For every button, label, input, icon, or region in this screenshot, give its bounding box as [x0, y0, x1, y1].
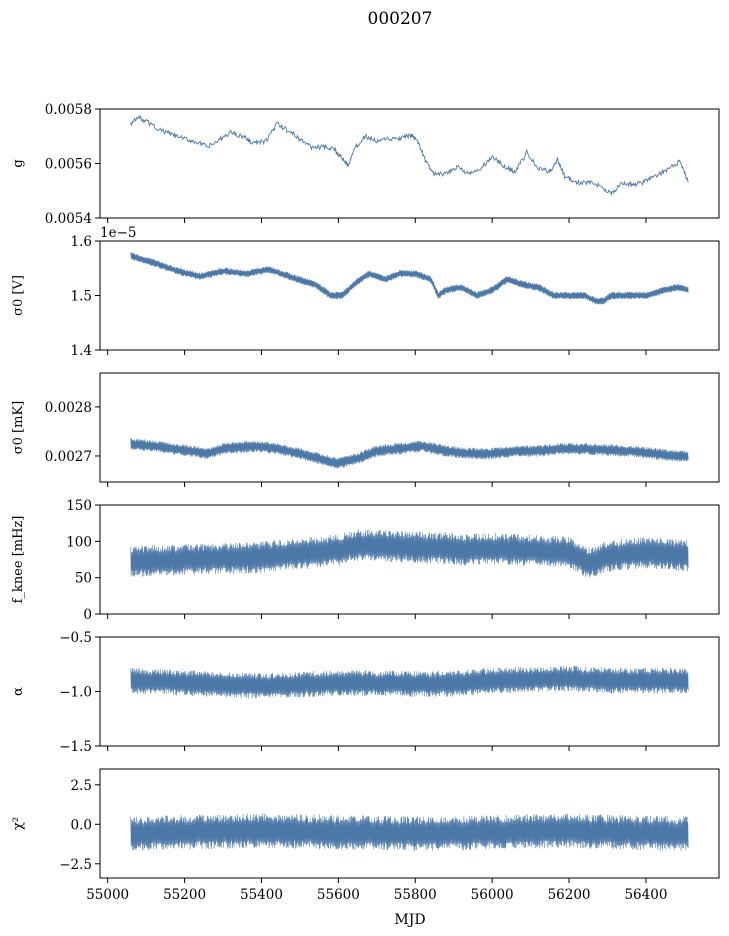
x-axis-label: MJD [394, 912, 425, 928]
y-offset-label: 1e−5 [100, 225, 136, 241]
y-tick-label: 2.5 [71, 778, 92, 794]
series-line [130, 114, 689, 197]
panel-6: −2.5 0.0 2.5 55000 55200 55400 55600 55800 56000… [11, 768, 720, 903]
y-tick-label: 0.0056 [45, 157, 92, 173]
y-tick-label: 0.0027 [45, 449, 92, 465]
y-tick-label: 50 [75, 571, 92, 587]
y-tick-label: 0 [83, 607, 92, 623]
series-line [130, 529, 689, 578]
y-tick-label: 1.6 [71, 234, 92, 250]
x-tick-label: 56200 [548, 887, 591, 903]
y-axis-label: g [11, 159, 26, 167]
figure-title: 000207 [368, 9, 433, 29]
y-tick-label: 100 [66, 534, 92, 550]
axes-frame [99, 768, 720, 879]
x-tick-label: 55400 [240, 887, 283, 903]
y-tick-label: −1.0 [59, 685, 92, 701]
x-tick-label: 55600 [317, 887, 360, 903]
y-tick-label: 0.0054 [45, 211, 92, 227]
panel-1: 0.0054 0.0056 0.0058 g [11, 102, 720, 227]
y-axis-label: σ0 [V] [11, 275, 26, 316]
y-axis-label: σ0 [mK] [11, 401, 26, 454]
y-axis-label: χ² [11, 817, 26, 830]
panel-4: 0 50 100 150 f_knee [mHz] [11, 498, 720, 623]
y-tick-label: 1.4 [71, 343, 92, 359]
y-tick-label: 0.0 [71, 817, 92, 833]
y-tick-label: 0.0028 [45, 400, 92, 416]
y-axis-label: α [11, 687, 26, 696]
series-line [130, 252, 689, 305]
y-tick-label: 0.0058 [45, 102, 92, 118]
y-axis-label: f_knee [mHz] [11, 516, 26, 604]
x-tick-label: 56400 [624, 887, 667, 903]
panel-2: 1.4 1.5 1.6 σ0 [V] 1e−5 [11, 225, 720, 359]
y-tick-label: 1.5 [71, 289, 92, 305]
series-line [130, 665, 689, 699]
y-tick-label: 150 [66, 498, 92, 514]
x-tick-label: 55000 [86, 887, 129, 903]
series-line [130, 813, 689, 851]
x-tick-label: 55800 [394, 887, 437, 903]
axes-frame [99, 504, 720, 615]
x-tick-label: 55200 [163, 887, 206, 903]
panel-3: 0.0027 0.0028 σ0 [mK] [11, 372, 720, 487]
y-tick-label: −1.5 [59, 739, 92, 755]
series-line [130, 438, 689, 469]
axes-frame [99, 372, 720, 483]
y-tick-label: −2.5 [59, 857, 92, 873]
y-tick-label: −0.5 [59, 630, 92, 646]
axes-frame [99, 108, 720, 219]
x-tick-label: 56000 [471, 887, 514, 903]
panel-5: −1.5 −1.0 −0.5 α [11, 630, 720, 755]
